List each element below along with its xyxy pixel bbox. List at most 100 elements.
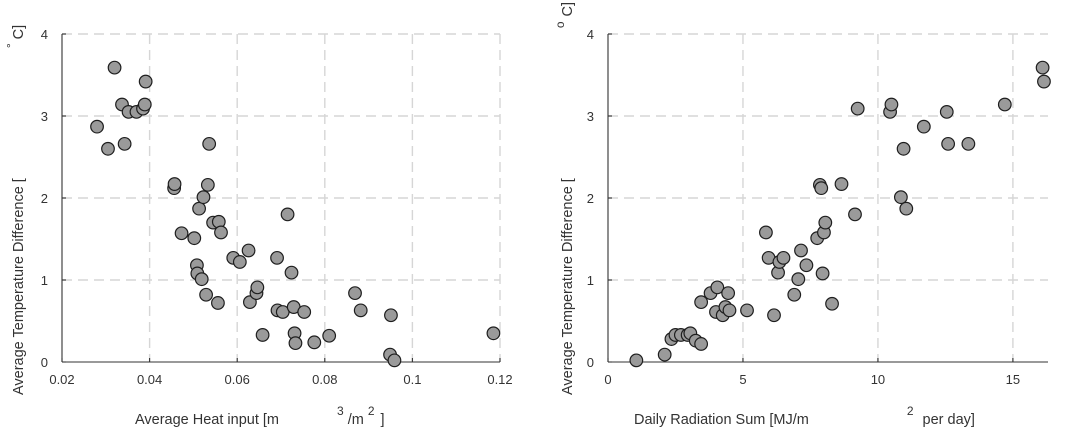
left-x-tick-label-2: 0.06	[225, 372, 250, 387]
right-data-point	[941, 136, 956, 151]
right-grid	[608, 33, 1048, 362]
left-data-point	[174, 226, 189, 241]
left-y-tick-label-0: 0	[41, 355, 48, 370]
right-y-tick-label-3: 3	[587, 109, 594, 124]
left-data-point	[297, 305, 312, 319]
left-data-point	[138, 74, 153, 89]
left-x-tick-label-4: 0.1	[403, 372, 421, 387]
left-data-point	[288, 336, 303, 351]
left-data-point	[117, 136, 132, 151]
right-data-point	[791, 272, 806, 287]
right-data-point	[799, 258, 814, 273]
left-data-point	[187, 231, 202, 246]
left-data-point	[200, 177, 215, 192]
left-data-point	[202, 136, 217, 151]
left-axes	[61, 33, 501, 363]
right-data-point	[896, 141, 911, 156]
left-y-tick-label-2: 2	[41, 191, 48, 206]
left-data-point	[348, 286, 362, 301]
right-data-point	[1037, 74, 1051, 89]
left-data-point	[241, 243, 256, 258]
left-data-point	[199, 287, 214, 302]
left-data-point	[250, 280, 265, 295]
right-data-point	[834, 177, 849, 191]
right-tick-labels: 0 5 10 15 0 1 2 3 4	[587, 27, 1020, 387]
right-data-point	[961, 136, 976, 151]
left-data-point	[232, 255, 247, 269]
right-axes	[607, 33, 1048, 363]
chart-left: 0.02 0.04 0.06 0.08 0.1 0.12 0 1 2 3 4 Average Hea…	[4, 25, 513, 428]
right-points	[629, 60, 1051, 368]
right-y-tick-label-2: 2	[587, 191, 594, 206]
right-data-point	[787, 287, 802, 302]
right-y-tick-label-4: 4	[587, 27, 594, 42]
right-data-point	[1035, 60, 1050, 75]
left-y-tick-label-4: 4	[41, 27, 48, 42]
left-data-point	[284, 265, 299, 280]
left-data-point	[196, 190, 211, 205]
left-data-point	[211, 296, 225, 310]
left-data-point	[101, 141, 115, 156]
right-data-point	[776, 250, 791, 265]
right-data-point	[815, 266, 830, 281]
left-data-point	[107, 60, 122, 75]
left-data-point	[384, 308, 398, 323]
right-x-tick-label-0: 0	[604, 372, 611, 387]
right-y-axis-label: Average Temperature Difference [oC]	[553, 2, 576, 395]
right-data-point	[814, 181, 829, 196]
right-data-point	[893, 190, 908, 205]
right-data-point	[848, 207, 862, 222]
left-data-point	[353, 303, 368, 318]
right-data-point	[721, 286, 736, 301]
left-data-point	[307, 335, 322, 350]
left-data-point	[194, 272, 209, 287]
chart-right: 0 5 10 15 0 1 2 3 4 Daily Radiation Sum [MJ/m2pe…	[553, 2, 1051, 428]
left-y-axis-label: Average Temperature Difference [°C]	[4, 25, 27, 395]
right-y-tick-label-1: 1	[587, 273, 594, 288]
left-x-axis-label: Average Heat input [m3/m2]	[135, 404, 385, 428]
right-data-point	[694, 337, 709, 351]
right-data-point	[899, 201, 914, 216]
right-data-point	[657, 347, 672, 362]
right-data-point	[939, 104, 954, 119]
right-data-point	[694, 295, 709, 310]
left-data-point	[192, 201, 206, 216]
left-data-point	[387, 353, 402, 368]
right-data-point	[759, 225, 773, 240]
left-y-tick-label-1: 1	[41, 273, 48, 288]
right-data-point	[740, 303, 754, 318]
right-data-point	[794, 243, 808, 258]
left-x-tick-label-0: 0.02	[49, 372, 74, 387]
left-data-point	[486, 326, 501, 341]
left-points	[90, 60, 501, 368]
right-data-point	[710, 280, 725, 295]
right-data-point	[767, 308, 781, 323]
right-data-point	[916, 119, 931, 134]
right-x-tick-label-2: 10	[871, 372, 885, 387]
left-data-point	[90, 119, 104, 134]
right-x-tick-label-3: 15	[1006, 372, 1020, 387]
left-data-point	[270, 250, 284, 265]
left-data-point	[322, 328, 337, 343]
right-data-point	[629, 353, 644, 368]
left-data-point	[137, 97, 152, 112]
right-data-point	[818, 215, 833, 230]
right-y-tick-label-0: 0	[587, 355, 594, 370]
left-data-point	[255, 328, 270, 342]
right-data-point	[825, 296, 839, 311]
left-tick-labels: 0.02 0.04 0.06 0.08 0.1 0.12 0 1 2 3 4	[41, 27, 513, 387]
right-data-point	[850, 101, 865, 116]
right-data-point	[884, 97, 899, 112]
right-x-tick-label-1: 5	[739, 372, 746, 387]
left-data-point	[167, 177, 182, 191]
right-data-point	[722, 303, 737, 318]
left-y-tick-label-3: 3	[41, 109, 48, 124]
left-data-point	[214, 225, 228, 240]
left-x-tick-label-5: 0.12	[487, 372, 512, 387]
right-x-axis-label: Daily Radiation Sum [MJ/m2per day]	[634, 404, 975, 428]
right-data-point	[997, 97, 1012, 112]
left-x-tick-label-1: 0.04	[137, 372, 162, 387]
left-x-tick-label-3: 0.08	[312, 372, 337, 387]
left-data-point	[280, 207, 295, 222]
